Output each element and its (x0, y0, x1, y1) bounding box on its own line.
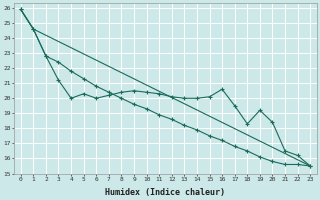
X-axis label: Humidex (Indice chaleur): Humidex (Indice chaleur) (106, 188, 226, 197)
